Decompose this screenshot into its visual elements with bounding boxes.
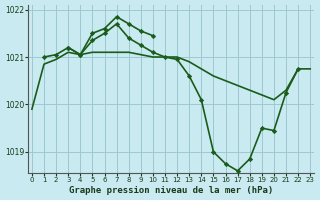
X-axis label: Graphe pression niveau de la mer (hPa): Graphe pression niveau de la mer (hPa) xyxy=(69,186,273,195)
